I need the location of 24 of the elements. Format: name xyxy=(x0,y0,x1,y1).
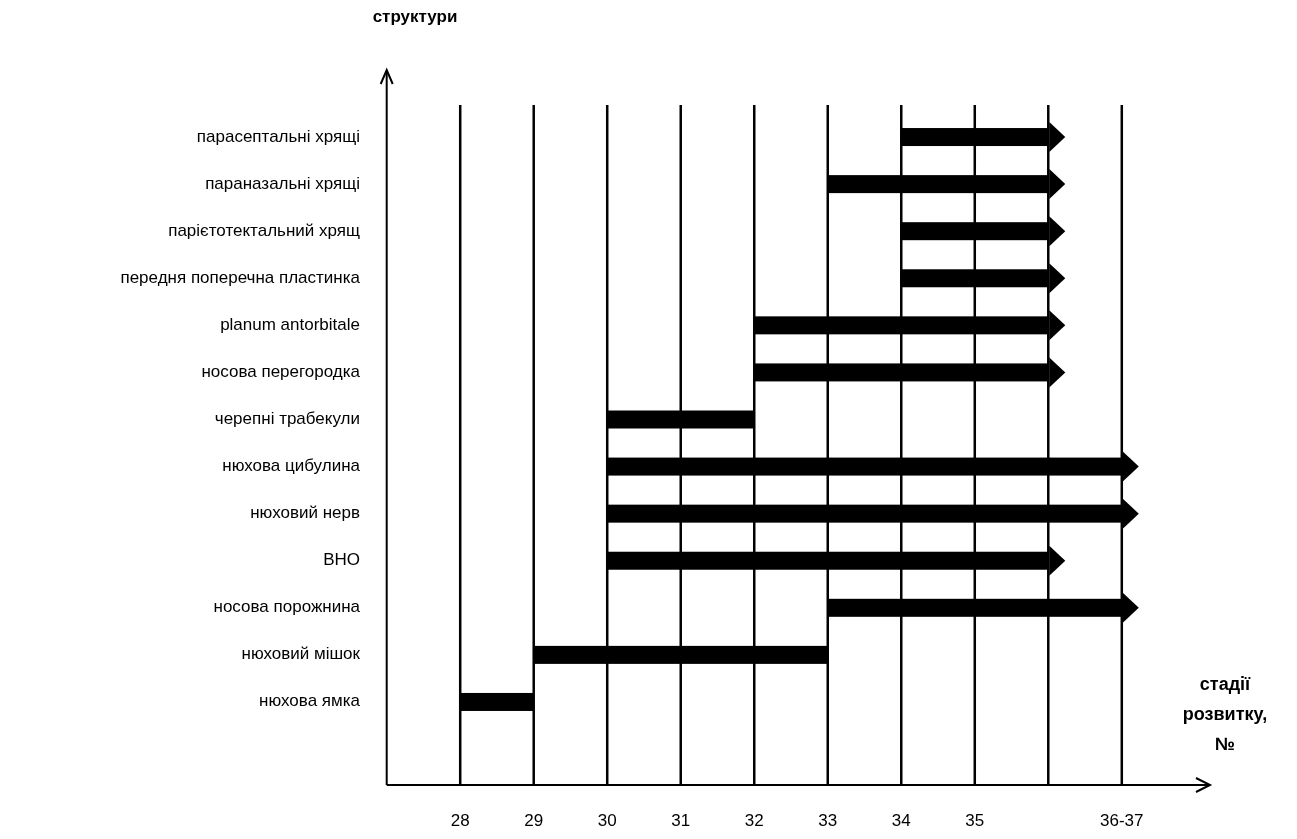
x-tick-label: 31 xyxy=(671,811,691,830)
y-tick-label: нюхова ямка xyxy=(259,691,361,711)
y-tick-label: planum antorbitale xyxy=(220,314,360,334)
x-tick-label: 34 xyxy=(891,811,911,830)
y-tick-label: парієтотектальний хрящ xyxy=(168,220,361,240)
x-tick-label: 36-37 xyxy=(1100,811,1144,830)
x-tick-label: 35 xyxy=(965,811,985,830)
y-axis-title: структури xyxy=(372,7,458,26)
y-tick-label: ВНО xyxy=(323,550,360,570)
y-tick-label: носова перегородка xyxy=(201,361,361,381)
y-tick-label: параназальні хрящі xyxy=(205,173,360,193)
x-tick-label: 29 xyxy=(524,811,544,830)
y-tick-label: нюховий мішок xyxy=(241,644,361,664)
x-tick-label: 28 xyxy=(450,811,470,830)
x-tick-label: 30 xyxy=(597,811,617,830)
x-axis-title: стадії розвитку, № xyxy=(1182,674,1268,754)
x-tick-label: 32 xyxy=(744,811,764,830)
y-tick-label: черепні трабекули xyxy=(214,408,360,428)
y-tick-label: носова порожнина xyxy=(213,597,361,617)
y-tick-label: нюховий нерв xyxy=(250,503,360,523)
y-tick-label: нюхова цибулина xyxy=(222,456,361,476)
y-tick-label: передня поперечна пластинка xyxy=(120,267,361,287)
x-tick-label: 33 xyxy=(818,811,838,830)
y-tick-label: парасептальні хрящі xyxy=(196,126,360,146)
